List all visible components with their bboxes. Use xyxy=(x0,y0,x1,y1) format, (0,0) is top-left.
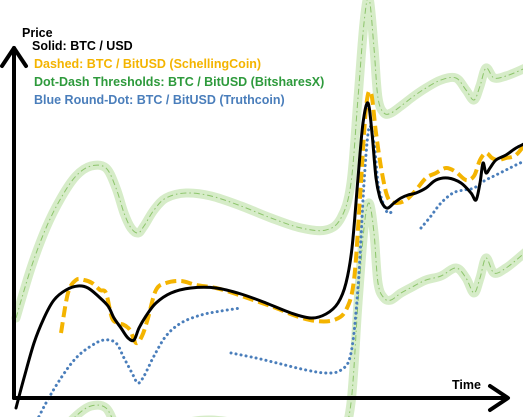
solid-series-line xyxy=(14,101,523,410)
dashed-series-line xyxy=(59,89,523,346)
threshold-lower-band xyxy=(68,198,523,417)
legend-entry-bitsharesx: Dot-Dash Thresholds: BTC / BitUSD (Bitsh… xyxy=(34,75,325,89)
legend-entry-schellingcoin: Dashed: BTC / BitUSD (SchellingCoin) xyxy=(34,57,262,71)
round-dot-series-segment-2 xyxy=(229,124,396,375)
legend-entry-btc-usd: Solid: BTC / USD xyxy=(32,39,133,53)
x-axis-label: Time xyxy=(452,378,481,392)
y-axis-arrowhead xyxy=(0,46,28,68)
y-axis-label: Price xyxy=(22,26,53,40)
threshold-lower-line xyxy=(74,202,523,417)
round-dot-series-segment-1 xyxy=(37,306,243,417)
series-lines xyxy=(14,89,523,417)
threshold-upper-line xyxy=(15,0,523,319)
x-axis-arrowhead xyxy=(488,384,510,412)
legend-entry-truthcoin: Blue Round-Dot: BTC / BitUSD (Truthcoin) xyxy=(34,93,285,107)
